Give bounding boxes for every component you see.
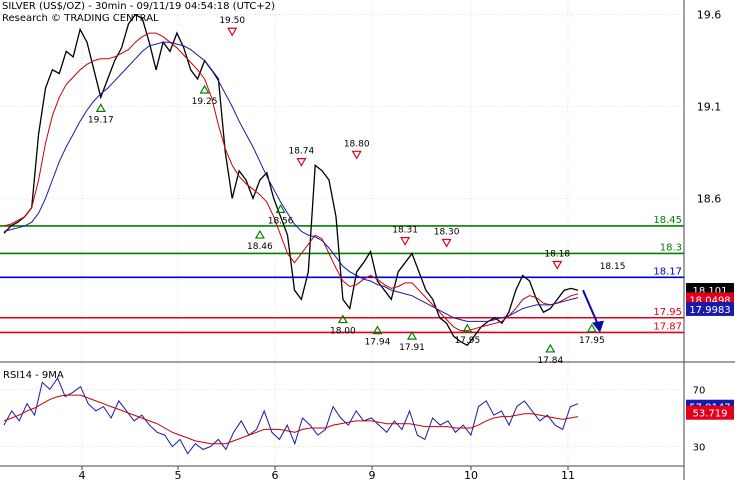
peak-label: 18.30 [434, 227, 460, 237]
trough-marker [372, 325, 383, 335]
x-tick-label: 10 [464, 469, 478, 480]
price-tag [686, 301, 734, 316]
peak-marker [296, 158, 307, 167]
rsi-ma-line [3, 394, 579, 445]
peak-marker [400, 237, 411, 246]
x-tick-label: 9 [369, 469, 376, 480]
trough-marker [254, 229, 265, 239]
price-line [3, 13, 579, 347]
price-tag-label: 17.9983 [689, 305, 730, 316]
level-label: 18.45 [653, 215, 682, 226]
trough-marker [462, 323, 473, 333]
x-tick-label: 11 [561, 469, 575, 480]
y-tick-label: 19.6 [697, 9, 722, 22]
peak-label: 18.80 [344, 139, 370, 149]
trough-label: 18.56 [268, 216, 294, 226]
x-tick-label: 5 [175, 469, 182, 480]
level-label: 18.3 [660, 242, 682, 253]
chart-subtitle: Research © TRADING CENTRAL [2, 13, 159, 24]
trough-label: 18.46 [247, 242, 273, 252]
trough-marker [586, 323, 597, 333]
trough-marker [95, 103, 106, 112]
peak-label: 18.31 [392, 226, 418, 236]
rsi-value-tag-label: 53.719 [693, 409, 728, 420]
y-tick-label: 19.1 [697, 101, 722, 114]
chart-title: SILVER (US$/OZ) - 30min - 09/11/19 04:54… [2, 1, 276, 12]
trough-label: 17.95 [454, 336, 480, 346]
trough-marker [337, 314, 348, 324]
trough-label: 17.91 [399, 343, 425, 353]
level-annotation: 18.15 [600, 262, 626, 272]
peak-label: 18.18 [544, 250, 570, 260]
price-tag-label: 18.101 [693, 286, 728, 297]
trough-marker [545, 343, 556, 353]
peak-marker [227, 27, 238, 37]
trough-label: 19.17 [88, 115, 114, 125]
rsi-label: RSI14 - 9MA [3, 370, 64, 381]
projection-arrowhead [592, 320, 604, 333]
peak-label: 18.74 [288, 147, 314, 157]
trough-label: 17.94 [365, 338, 391, 348]
y-tick-label: 18.6 [697, 192, 722, 205]
trough-marker [199, 84, 210, 94]
x-tick-label: 4 [79, 469, 86, 480]
rsi-line [3, 376, 579, 455]
trough-label: 19.25 [192, 97, 218, 107]
trough-label: 17.84 [537, 356, 563, 366]
projection-arrow [582, 289, 599, 326]
peak-label: 19.50 [219, 16, 245, 26]
ma-blue-line [3, 41, 579, 322]
trough-label: 17.95 [579, 336, 605, 346]
trough-marker [406, 330, 418, 340]
ma-red-line [3, 32, 579, 332]
trough-marker [275, 204, 286, 213]
trough-label: 18.00 [330, 327, 356, 337]
rsi-value-tag [686, 405, 734, 420]
peak-marker [552, 260, 563, 270]
level-label: 17.87 [653, 321, 682, 332]
price-tag-label: 18.0498 [689, 295, 730, 306]
peak-marker [351, 150, 362, 160]
rsi-tick-label: 70 [693, 385, 706, 396]
level-label: 18.17 [653, 266, 682, 277]
rsi-tick-label: 30 [693, 443, 706, 454]
level-label: 17.95 [653, 307, 682, 318]
peak-marker [441, 238, 452, 248]
x-tick-label: 6 [272, 469, 279, 480]
